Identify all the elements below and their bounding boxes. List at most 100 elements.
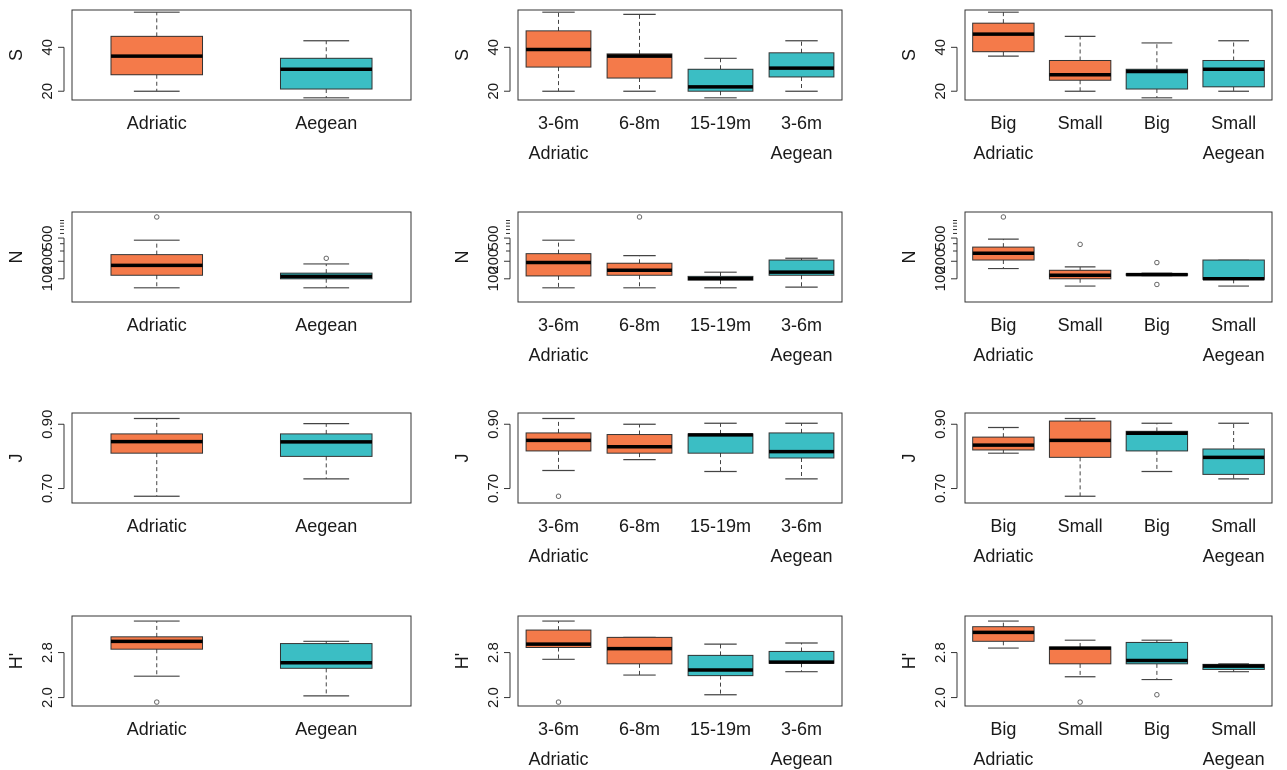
x-tick-label: Adriatic	[127, 113, 187, 133]
plot-frame	[71, 615, 412, 707]
box-body	[606, 434, 673, 454]
box-Small	[1048, 241, 1112, 287]
box-Aegean	[279, 423, 373, 480]
x-tick-label: Small	[1058, 315, 1103, 335]
box-Small	[1048, 35, 1112, 92]
box-Adriatic	[110, 417, 204, 497]
plot-frame	[71, 211, 412, 303]
x-tick-label: Adriatic	[127, 719, 187, 739]
outlier-point	[1077, 241, 1083, 248]
box-3-6m	[768, 40, 835, 92]
y-axis-label: J	[899, 454, 919, 463]
x-group-label: Aegean	[1203, 749, 1265, 769]
x-group-label: Adriatic	[528, 749, 588, 769]
plot-frame	[964, 615, 1273, 707]
box-15-19m	[687, 643, 754, 696]
box-3-6m	[768, 422, 835, 480]
x-tick-label: 3-6m	[538, 113, 579, 133]
plot-frame	[964, 412, 1273, 504]
outlier-point	[1077, 699, 1083, 705]
box-3-6m	[525, 239, 592, 289]
outlier-point	[154, 214, 160, 220]
x-tick-label: Aegean	[295, 719, 357, 739]
x-tick-label: 6-8m	[619, 315, 660, 335]
y-tick-label: 2.0	[932, 687, 949, 708]
y-tick-label: 500	[39, 226, 56, 251]
box-body	[1125, 641, 1189, 665]
box-Adriatic	[110, 620, 204, 705]
plot-frame	[964, 211, 1273, 303]
box-body	[1202, 59, 1265, 88]
box-Small	[1202, 259, 1265, 287]
box-Aegean	[279, 640, 373, 697]
box-body	[768, 432, 835, 459]
box-body	[279, 643, 373, 669]
x-tick-label: 3-6m	[781, 315, 822, 335]
y-tick-label: 500	[932, 226, 949, 251]
x-tick-label: 3-6m	[781, 113, 822, 133]
y-axis-label: J	[6, 454, 26, 463]
box-Big	[972, 426, 1035, 454]
box-Big	[1125, 422, 1189, 473]
box-6-8m	[606, 13, 673, 92]
box-body	[606, 53, 673, 79]
x-tick-label: Big	[990, 516, 1016, 536]
x-group-label: Adriatic	[528, 143, 588, 163]
x-group-label: Aegean	[770, 143, 832, 163]
plot-frame	[964, 9, 1273, 101]
y-tick-label: 40	[485, 39, 502, 56]
y-tick-label: 200	[932, 249, 949, 274]
x-group-label: Aegean	[770, 345, 832, 365]
box-Big	[972, 214, 1035, 270]
box-3-6m	[525, 11, 592, 92]
box-Big	[972, 620, 1035, 649]
y-tick-label: 0.70	[39, 474, 56, 503]
box-body	[687, 433, 754, 454]
x-group-label: Aegean	[1203, 143, 1265, 163]
box-body	[606, 636, 673, 665]
x-tick-label: Big	[1144, 516, 1170, 536]
y-tick-label: 40	[932, 39, 949, 56]
y-tick-label: 40	[39, 39, 56, 56]
outlier-point	[636, 214, 643, 220]
x-tick-label: Aegean	[295, 113, 357, 133]
box-body	[1125, 430, 1189, 452]
y-tick-label: 0.70	[932, 474, 949, 503]
box-Big	[1125, 42, 1189, 99]
outlier-point	[1154, 692, 1160, 698]
box-Big	[1125, 259, 1189, 288]
x-tick-label: 3-6m	[538, 315, 579, 335]
y-tick-label: 0.90	[932, 410, 949, 439]
x-tick-label: Big	[1144, 719, 1170, 739]
box-body	[1202, 448, 1265, 475]
panel-J-1: 0.70 0.90 J 3-6m 6-8m 15-19m 3-6m Adriatic Aegea…	[452, 410, 843, 566]
plot-frame	[71, 9, 412, 101]
panel-S-2: 20 40 S Big Small Big Small Adriatic Aegean	[899, 9, 1273, 163]
panel-Hprime-1: 2.0 2.8 H' 3-6m 6-8m 15-19m 3-6m Adriatic Aegean	[452, 615, 843, 769]
box-Small	[1202, 663, 1265, 673]
x-tick-label: Big	[990, 719, 1016, 739]
y-axis-label: J	[452, 454, 472, 463]
y-tick-label: 500	[485, 226, 502, 251]
x-tick-label: Big	[990, 315, 1016, 335]
box-body	[279, 57, 373, 90]
box-Aegean	[279, 255, 373, 289]
x-group-label: Adriatic	[528, 345, 588, 365]
box-15-19m	[687, 271, 754, 289]
x-tick-label: 3-6m	[781, 516, 822, 536]
x-tick-label: 6-8m	[619, 113, 660, 133]
box-3-6m	[525, 620, 592, 705]
panel-J-0: 0.70 0.90 J Adriatic Aegean	[6, 410, 412, 536]
y-tick-label: 20	[485, 83, 502, 100]
y-axis-label: S	[6, 49, 26, 61]
x-tick-label: Small	[1058, 719, 1103, 739]
y-tick-label: 0.90	[485, 410, 502, 439]
plot-frame	[517, 412, 843, 504]
x-group-label: Adriatic	[973, 143, 1033, 163]
y-tick-label: 2.8	[39, 642, 56, 663]
x-tick-label: Small	[1211, 315, 1256, 335]
y-tick-label: 20	[932, 83, 949, 100]
